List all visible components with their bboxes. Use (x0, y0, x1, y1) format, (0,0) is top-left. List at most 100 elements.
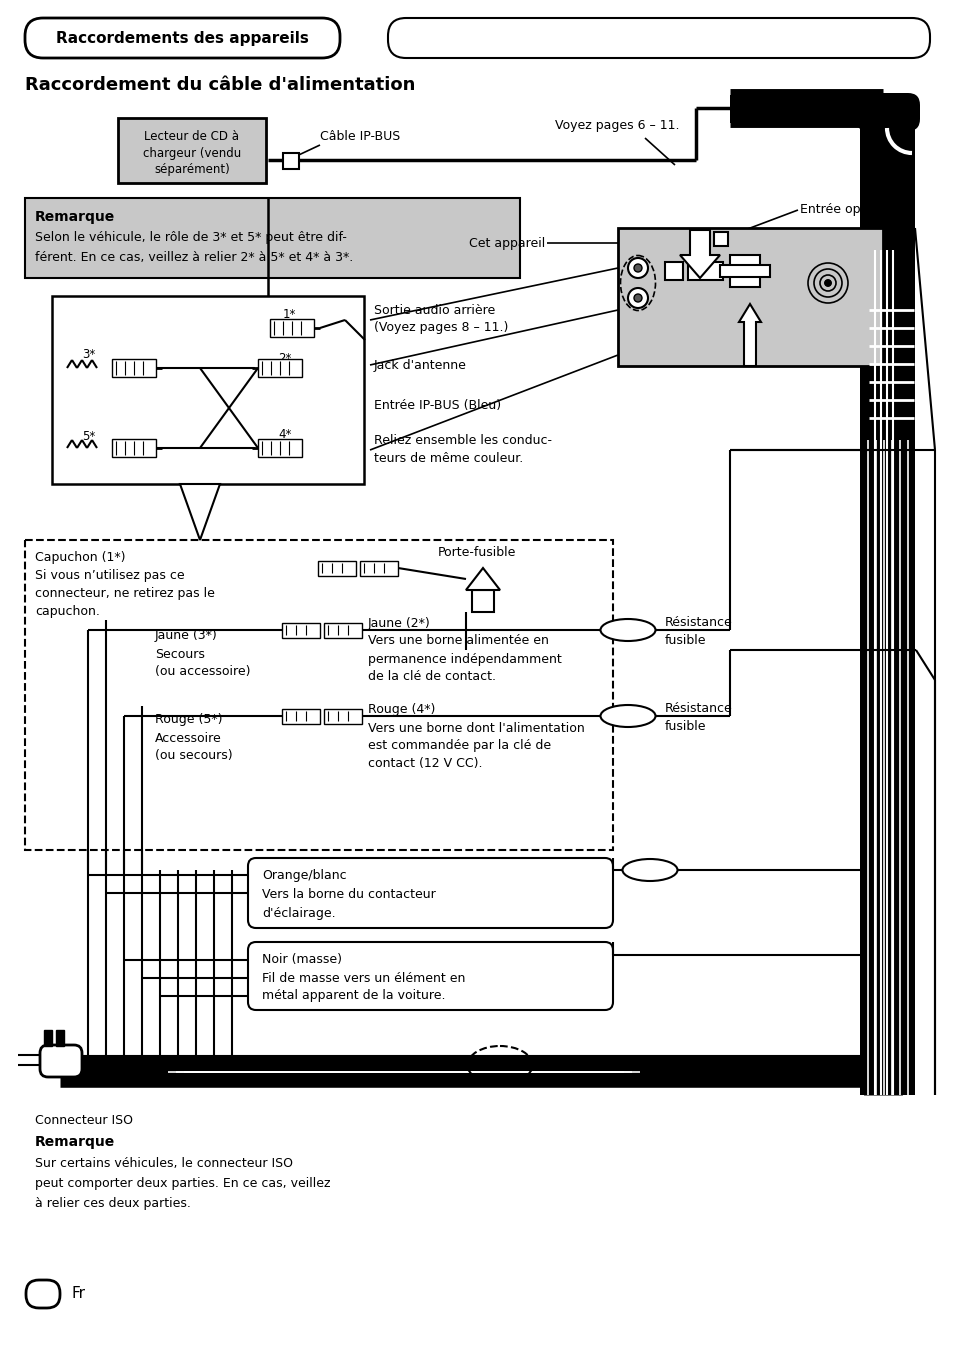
Text: fusible: fusible (664, 634, 706, 646)
FancyBboxPatch shape (248, 942, 613, 1009)
FancyBboxPatch shape (40, 1045, 82, 1077)
Bar (270, 318, 314, 337)
Text: Sur certains véhicules, le connecteur ISO: Sur certains véhicules, le connecteur IS… (35, 1157, 293, 1171)
Text: Capuchon (1*): Capuchon (1*) (35, 551, 126, 565)
Text: Câble IP-BUS: Câble IP-BUS (319, 130, 400, 144)
Bar (283, 153, 298, 169)
Bar (359, 561, 397, 576)
Bar (618, 228, 882, 366)
Text: capuchon.: capuchon. (35, 606, 100, 618)
Text: Résistance: Résistance (664, 702, 732, 715)
Text: Sortie audio arrière: Sortie audio arrière (374, 304, 495, 317)
Text: 5*: 5* (82, 431, 95, 443)
Polygon shape (180, 484, 220, 541)
Text: Raccordements des appareils: Raccordements des appareils (55, 31, 308, 46)
Text: Remarque: Remarque (35, 210, 115, 224)
Text: Remarque: Remarque (35, 1135, 115, 1149)
Circle shape (627, 257, 647, 278)
Bar (282, 623, 319, 638)
Text: est commandée par la clé de: est commandée par la clé de (368, 740, 551, 752)
Bar (720, 266, 769, 276)
FancyBboxPatch shape (26, 1280, 60, 1308)
Circle shape (634, 294, 641, 302)
Text: 4*: 4* (277, 428, 291, 442)
Bar (44, 1030, 52, 1046)
Text: Rouge (4*): Rouge (4*) (368, 703, 435, 717)
Text: d'éclairage.: d'éclairage. (262, 908, 335, 920)
Text: fusible: fusible (664, 720, 706, 733)
Text: Secours: Secours (154, 648, 205, 660)
Text: 3*: 3* (82, 348, 95, 362)
Text: Si vous n’utilisez pas ce: Si vous n’utilisez pas ce (35, 569, 185, 583)
Text: Vers une borne dont l'alimentation: Vers une borne dont l'alimentation (368, 721, 584, 734)
Text: Entrée optique: Entrée optique (800, 203, 892, 217)
Text: Résistance: Résistance (664, 617, 732, 630)
FancyBboxPatch shape (388, 18, 929, 58)
Bar (859, 104, 914, 1095)
Ellipse shape (599, 619, 655, 641)
Text: 4: 4 (38, 1286, 49, 1302)
Text: (ou secours): (ou secours) (154, 749, 233, 763)
Bar (729, 255, 760, 287)
Bar (324, 623, 361, 638)
Bar (257, 359, 302, 377)
Bar (317, 561, 355, 576)
Text: Jack d'antenne: Jack d'antenne (374, 359, 466, 371)
Text: Vers une borne alimentée en: Vers une borne alimentée en (368, 634, 548, 648)
Circle shape (824, 280, 830, 286)
Bar (324, 709, 361, 724)
Text: Connecteur ISO: Connecteur ISO (35, 1114, 132, 1126)
Circle shape (627, 289, 647, 308)
Text: de la clé de contact.: de la clé de contact. (368, 671, 496, 683)
Bar (112, 439, 156, 457)
Text: férent. En ce cas, veillez à relier 2* à 5* et 4* à 3*.: férent. En ce cas, veillez à relier 2* à… (35, 252, 353, 264)
Text: à relier ces deux parties.: à relier ces deux parties. (35, 1198, 191, 1210)
Text: peut comporter deux parties. En ce cas, veillez: peut comporter deux parties. En ce cas, … (35, 1177, 330, 1191)
Text: Voyez pages 6 – 11.: Voyez pages 6 – 11. (555, 118, 679, 131)
FancyBboxPatch shape (25, 18, 339, 58)
Text: Lecteur de CD à: Lecteur de CD à (144, 130, 239, 142)
Text: Noir (masse): Noir (masse) (262, 954, 341, 966)
Bar (118, 118, 266, 183)
Text: Cet appareil: Cet appareil (468, 237, 544, 249)
Bar (664, 262, 682, 280)
Text: Jaune (3*): Jaune (3*) (154, 630, 217, 642)
Bar (112, 359, 156, 377)
Ellipse shape (599, 705, 655, 728)
Bar (713, 232, 727, 247)
Text: Fr: Fr (71, 1286, 86, 1302)
Polygon shape (679, 230, 720, 278)
Text: permanence indépendamment: permanence indépendamment (368, 653, 561, 665)
Bar (282, 709, 319, 724)
Text: Accessoire: Accessoire (154, 732, 221, 744)
Text: 2*: 2* (277, 351, 291, 364)
Text: (Voyez pages 8 – 11.): (Voyez pages 8 – 11.) (374, 321, 508, 335)
Bar (52, 295, 364, 484)
Text: contact (12 V CC).: contact (12 V CC). (368, 757, 482, 771)
FancyArrow shape (739, 304, 760, 366)
Bar (472, 589, 494, 612)
FancyBboxPatch shape (248, 858, 613, 928)
Bar (729, 95, 914, 123)
Text: Fil de masse vers un élément en: Fil de masse vers un élément en (262, 972, 465, 985)
Text: Orange/blanc: Orange/blanc (262, 870, 346, 882)
Circle shape (634, 264, 641, 272)
Text: Vers la borne du contacteur: Vers la borne du contacteur (262, 889, 436, 901)
Text: Raccordement du câble d'alimentation: Raccordement du câble d'alimentation (25, 76, 415, 93)
Text: (ou accessoire): (ou accessoire) (154, 665, 251, 679)
Text: Rouge (5*): Rouge (5*) (154, 714, 222, 726)
Text: Selon le véhicule, le rôle de 3* et 5* peut être dif-: Selon le véhicule, le rôle de 3* et 5* p… (35, 232, 347, 244)
Text: 1*: 1* (283, 309, 296, 321)
Text: Entrée IP-BUS (Bleu): Entrée IP-BUS (Bleu) (374, 398, 500, 412)
Text: séparément): séparément) (154, 164, 230, 176)
Polygon shape (465, 568, 499, 589)
Bar (687, 262, 722, 280)
Bar (25, 198, 519, 278)
Text: Reliez ensemble les conduc-: Reliez ensemble les conduc- (374, 434, 552, 447)
Text: chargeur (vendu: chargeur (vendu (143, 146, 241, 160)
Text: métal apparent de la voiture.: métal apparent de la voiture. (262, 989, 445, 1003)
Text: connecteur, ne retirez pas le: connecteur, ne retirez pas le (35, 588, 214, 600)
Text: Jaune (2*): Jaune (2*) (368, 617, 431, 630)
Text: teurs de même couleur.: teurs de même couleur. (374, 451, 522, 465)
Bar (25, 541, 613, 850)
